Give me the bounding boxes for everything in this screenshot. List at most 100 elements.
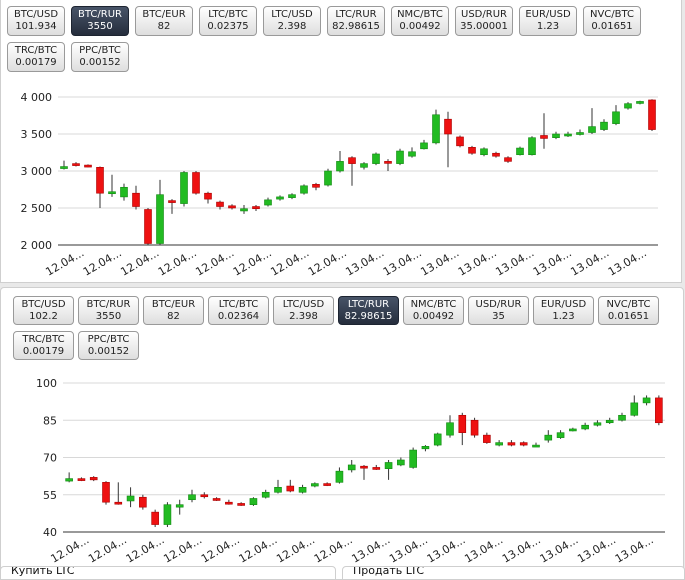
ltc-rur-chart-panel: BTC/USD 102.2 BTC/RUR 3550 BTC/EUR 82 LTC/BTC 0… [0,287,684,580]
pair-button-eur-usd[interactable]: EUR/USD 1.23 [533,296,594,325]
pair-button-nvc-btc[interactable]: NVC/BTC 0.01651 [598,296,659,325]
candle-body [96,167,104,194]
y-tick-label: 3 500 [21,128,53,141]
x-tick-label: 13.04... [613,533,656,565]
pair-button-btc-rur[interactable]: BTC/RUR 3550 [78,296,139,325]
pair-name: TRC/BTC [14,45,58,56]
pair-button-eur-usd[interactable]: EUR/USD 1.23 [519,6,577,36]
pair-name: LTC/RUR [335,9,377,20]
pair-button-nmc-btc[interactable]: NMC/BTC 0.00492 [403,296,464,325]
x-tick-label: 13.04... [381,246,424,278]
pair-name: EUR/USD [540,299,587,310]
candle-body [126,495,135,502]
x-tick-label: 13.04... [387,533,430,565]
pair-price: 0.01651 [591,21,633,32]
sell-ltc-panel: Продать LTC [342,566,685,580]
pair-button-nmc-btc[interactable]: NMC/BTC 0.00492 [391,6,449,36]
candle-body [655,397,663,424]
pair-name: BTC/RUR [78,9,122,20]
candle-body [175,504,184,508]
pair-button-ltc-btc[interactable]: LTC/BTC 0.02375 [199,6,257,36]
x-tick-label: 13.04... [493,246,536,278]
pair-name: BTC/EUR [151,299,196,310]
candle-body [274,487,282,493]
candle-body [249,498,258,505]
candle-body [444,118,452,135]
candle-body [264,199,272,206]
pair-price: 35 [492,311,505,322]
pair-price: 0.00152 [87,346,130,357]
pair-price: 2.398 [289,311,318,322]
pair-button-ltc-rur[interactable]: LTC/RUR 82.98615 [327,6,385,36]
candle-body [168,200,176,203]
x-tick-label: 12.04... [231,246,274,278]
pair-name: LTC/USD [271,9,313,20]
x-tick-label: 12.04... [124,533,167,565]
candle-body [468,147,476,154]
pair-button-ppc-btc[interactable]: PPC/BTC 0.00152 [78,331,139,360]
y-tick-label: 85 [43,414,57,427]
candle-body [409,449,417,468]
pair-name: PPC/BTC [87,334,130,345]
pair-price: 0.00492 [399,21,441,32]
candle-body [624,103,632,109]
y-tick-label: 100 [36,377,57,390]
pair-button-usd-rur[interactable]: USD/RUR 35.00001 [455,6,513,36]
y-tick-label: 55 [43,489,57,502]
pair-name: NMC/BTC [397,9,443,20]
candle-body [372,153,380,164]
x-tick-label: 13.04... [418,246,461,278]
pair-price: 101.934 [15,21,57,32]
candle-body [593,422,602,426]
pair-price: 2.398 [277,21,307,32]
pair-name: BTC/USD [21,299,66,310]
pair-button-ltc-usd[interactable]: LTC/USD 2.398 [263,6,321,36]
pair-button-btc-eur[interactable]: BTC/EUR 82 [143,296,204,325]
pair-button-btc-usd[interactable]: BTC/USD 102.2 [13,296,74,325]
pair-button-nvc-btc[interactable]: NVC/BTC 0.01651 [583,6,641,36]
candle-body [65,478,73,482]
candle-body [504,157,512,162]
candle-body [151,511,159,525]
x-tick-label: 12.04... [199,533,242,565]
candle-body [600,121,608,130]
buy-ltc-panel: Купить LTC [0,566,336,580]
pair-button-usd-rur[interactable]: USD/RUR 35 [468,296,529,325]
pair-button-btc-rur[interactable]: BTC/RUR 3550 [71,6,129,36]
pair-button-ltc-btc[interactable]: LTC/BTC 0.02364 [208,296,269,325]
candle-body [636,101,644,104]
btc-rur-chart-panel: BTC/USD 101.934 BTC/RUR 3550 BTC/EUR 82 LTC/BT… [0,0,682,283]
pair-name: USD/RUR [461,9,507,20]
candle-body [228,205,236,209]
candle-body [588,126,596,133]
x-tick-label: 13.04... [462,533,505,565]
candle-body [618,414,626,421]
candle-body [163,504,172,525]
pair-price: 1.23 [536,21,560,32]
pair-price: 0.01651 [607,311,650,322]
pair-name: TRC/BTC [22,334,65,345]
candle-body [72,163,80,166]
pair-button-btc-usd[interactable]: BTC/USD 101.934 [7,6,65,36]
pair-button-trc-btc[interactable]: TRC/BTC 0.00179 [7,42,65,72]
y-tick-label: 4 000 [21,91,53,104]
pair-price: 0.02375 [207,21,249,32]
candle-body [252,206,260,210]
pair-button-trc-btc[interactable]: TRC/BTC 0.00179 [13,331,74,360]
pair-button-btc-eur[interactable]: BTC/EUR 82 [135,6,193,36]
candle-body [564,133,572,137]
candle-body [397,459,405,466]
pair-button-ltc-usd[interactable]: LTC/USD 2.398 [273,296,334,325]
pair-price: 35.00001 [460,21,508,32]
pair-button-ppc-btc[interactable]: PPC/BTC 0.00152 [71,42,129,72]
candle-body [144,209,152,244]
candle-body [139,496,147,508]
x-tick-label: 12.04... [81,246,124,278]
candle-body [612,111,620,124]
candle-body [311,483,319,487]
candle-body [540,135,548,139]
candle-body [396,150,404,164]
pair-button-ltc-rur[interactable]: LTC/RUR 82.98615 [338,296,399,325]
candle-body [642,397,651,404]
candle-body [347,464,356,471]
